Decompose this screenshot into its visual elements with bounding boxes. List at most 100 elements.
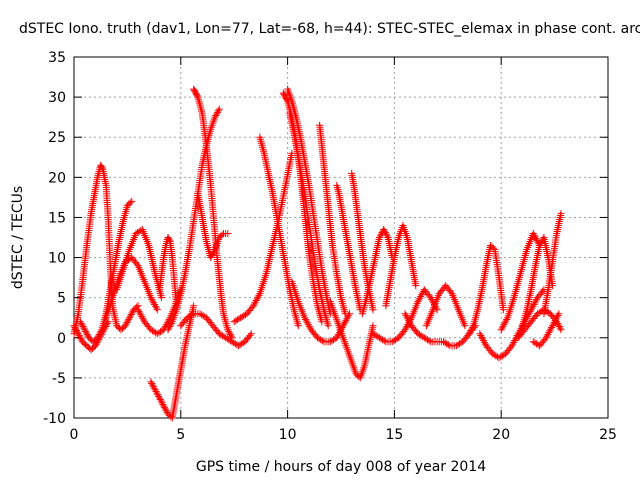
data-point — [324, 322, 332, 330]
data-point — [72, 325, 80, 333]
data-point — [304, 321, 312, 329]
data-point — [214, 108, 222, 116]
data-point — [152, 388, 160, 396]
data-point — [545, 329, 553, 337]
x-axis-label: GPS time / hours of day 008 of year 2014 — [196, 459, 486, 475]
data-point — [225, 327, 233, 335]
data-point — [74, 330, 82, 338]
data-point — [500, 321, 508, 329]
data-point — [497, 326, 505, 334]
data-point — [342, 317, 350, 325]
y-tick-label: -10 — [43, 411, 66, 427]
data-point — [547, 325, 555, 333]
data-points — [70, 85, 565, 422]
data-point — [78, 321, 86, 329]
data-point — [215, 105, 223, 113]
data-point — [227, 332, 235, 340]
data-point — [208, 250, 216, 258]
data-point — [345, 311, 353, 319]
data-point — [477, 331, 485, 339]
data-point — [404, 315, 412, 323]
data-point — [554, 319, 562, 327]
data-point — [207, 254, 215, 262]
data-point — [369, 322, 377, 330]
data-point — [123, 319, 131, 327]
chart-title: dSTEC Iono. truth (dav1, Lon=77, Lat=-68… — [19, 21, 640, 37]
data-point — [161, 404, 169, 412]
data-point — [151, 386, 159, 394]
data-point — [417, 293, 425, 301]
data-point — [480, 337, 488, 345]
data-point — [509, 340, 517, 348]
x-tick-label: 0 — [70, 427, 79, 443]
y-tick-label: 25 — [48, 130, 66, 146]
data-point — [161, 405, 169, 413]
data-point — [134, 306, 142, 314]
data-point — [81, 326, 89, 334]
data-point — [224, 326, 232, 334]
data-point — [97, 327, 105, 335]
x-tick-label: 10 — [279, 427, 297, 443]
data-point — [554, 321, 562, 329]
data-point — [543, 332, 551, 340]
data-point — [152, 304, 160, 312]
data-point — [136, 309, 144, 317]
data-point — [382, 230, 390, 238]
data-point — [251, 298, 259, 306]
data-point — [402, 324, 410, 332]
data-point — [376, 232, 384, 240]
data-point — [121, 322, 129, 330]
data-point — [159, 400, 167, 408]
data-point — [148, 380, 156, 388]
data-point — [415, 296, 423, 304]
data-point — [548, 323, 556, 331]
x-tick-labels: 0 5 10 15 20 25 — [70, 427, 617, 443]
data-point — [555, 323, 563, 331]
data-point — [418, 291, 426, 299]
data-point — [406, 318, 414, 326]
data-point — [188, 311, 196, 319]
y-tick-labels: -10 -5 0 5 10 15 20 25 30 35 — [43, 50, 66, 427]
y-tick-label: 35 — [48, 50, 66, 66]
data-point — [73, 328, 81, 336]
data-point — [465, 330, 473, 338]
data-point — [318, 337, 326, 345]
data-point — [82, 327, 90, 335]
data-point — [532, 235, 540, 243]
data-point — [147, 378, 155, 386]
y-tick-label: -5 — [52, 371, 66, 387]
data-point — [531, 233, 539, 241]
data-point — [542, 334, 550, 342]
data-point — [341, 310, 349, 318]
data-point — [128, 309, 136, 317]
y-tick-label: 15 — [48, 210, 66, 226]
data-point — [214, 107, 222, 115]
data-point — [444, 341, 452, 349]
data-point — [149, 381, 157, 389]
data-point — [427, 294, 435, 302]
data-point — [333, 334, 341, 342]
data-point — [402, 311, 410, 319]
data-point — [127, 311, 135, 319]
data-point — [401, 310, 409, 318]
data-point — [369, 306, 377, 314]
data-point — [165, 236, 173, 244]
data-point — [252, 297, 260, 305]
data-point — [75, 331, 83, 339]
y-axis-label: dSTEC / TECUs — [10, 186, 26, 289]
data-point — [79, 323, 87, 331]
data-point — [498, 324, 506, 332]
data-point — [126, 199, 134, 207]
data-point — [193, 92, 201, 100]
data-point — [167, 319, 175, 327]
data-point — [148, 295, 156, 303]
data-point — [557, 209, 565, 217]
data-point — [208, 252, 216, 260]
data-point — [508, 342, 516, 350]
data-point — [403, 322, 411, 330]
data-point — [209, 249, 217, 257]
data-point — [489, 244, 497, 252]
data-point — [512, 333, 520, 341]
data-point — [529, 229, 537, 237]
